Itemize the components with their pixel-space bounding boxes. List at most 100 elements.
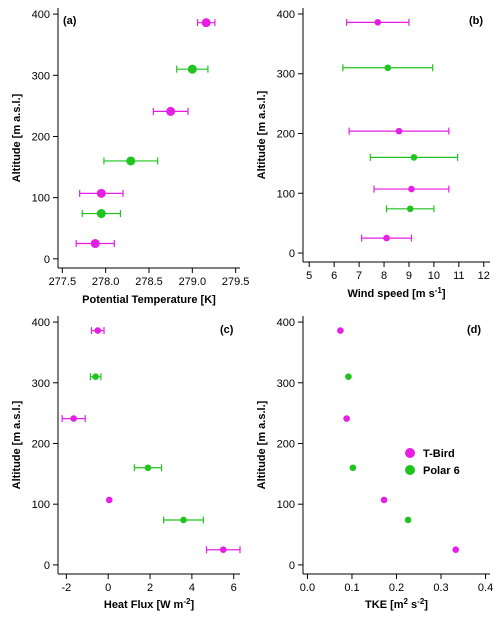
x-axis-label: Potential Temperature [K] — [82, 294, 216, 306]
x-axis-label-end: ] — [190, 599, 194, 611]
panel-0: 277.5 278.0 278.5 279.0 279.5 0 100 200 300 400 (a… — [11, 8, 249, 306]
x-axis-label-text: Wind speed [m s — [347, 288, 434, 300]
point-polar-6 — [180, 516, 187, 524]
point-polar-6 — [92, 373, 99, 381]
point-t-bird — [374, 19, 382, 26]
y-axis-label: Altitude [m a.s.l.] — [11, 93, 23, 182]
panel-1: 5 6 7 8 9 10 11 12 0 100 200 300 400 (b) Altitude [m a… — [256, 8, 490, 300]
panel-label: (a) — [63, 15, 77, 27]
y-tick-label: 0 — [44, 560, 50, 572]
x-tick-label: 10 — [428, 270, 440, 282]
point-t-bird — [395, 127, 403, 135]
point-polar-6 — [410, 154, 418, 161]
point-t-bird — [166, 106, 176, 116]
y-tick-label: 100 — [277, 188, 295, 200]
y-tick-label: 0 — [44, 254, 50, 266]
point-t-bird — [343, 415, 350, 422]
point-t-bird — [380, 496, 388, 504]
y-tick-label: 300 — [277, 69, 295, 81]
y-tick-label: 200 — [32, 438, 50, 450]
point-t-bird — [408, 185, 415, 193]
point-t-bird — [383, 234, 390, 242]
x-axis-label-end: ] — [442, 288, 446, 300]
point-t-bird — [219, 546, 227, 554]
y-tick-label: 200 — [277, 438, 295, 450]
panel-label: (b) — [469, 15, 483, 27]
x-tick-label: 8 — [381, 270, 387, 282]
x-tick-label: 0.3 — [433, 582, 448, 594]
y-tick-label: 300 — [32, 378, 50, 390]
legend-label-t-bird: T-Bird — [423, 448, 455, 460]
point-polar-6 — [406, 205, 414, 213]
y-tick-label: 200 — [277, 129, 295, 141]
y-tick-label: 300 — [32, 70, 50, 82]
x-tick-label: 278.5 — [135, 276, 163, 288]
y-tick-label: 400 — [277, 9, 295, 21]
point-polar-6 — [144, 464, 152, 472]
y-tick-label: 200 — [32, 131, 50, 143]
point-polar-6 — [384, 64, 392, 72]
x-tick-label: 0.4 — [478, 582, 493, 594]
point-t-bird — [70, 415, 77, 422]
point-t-bird — [201, 18, 211, 28]
y-tick-label: 100 — [277, 499, 295, 511]
point-t-bird — [337, 327, 344, 334]
point-t-bird — [94, 327, 102, 334]
x-tick-label: 5 — [306, 270, 312, 282]
x-axis-label-text: TKE [m — [365, 599, 404, 611]
x-tick-label: 0.1 — [344, 582, 359, 594]
panel-3: 0.0 0.1 0.2 0.3 0.4 0 100 200 300 400 (d) Altitude … — [256, 316, 493, 611]
x-axis-label-end: ] — [424, 599, 428, 611]
x-tick-label: 4 — [189, 582, 195, 594]
y-tick-label: 300 — [277, 378, 295, 390]
point-polar-6 — [126, 156, 136, 166]
x-tick-label: 279.0 — [179, 276, 207, 288]
y-axis-label: Altitude [m a.s.l.] — [11, 400, 23, 489]
point-t-bird — [96, 188, 106, 198]
point-polar-6 — [345, 373, 352, 381]
y-axis-label: Altitude [m a.s.l.] — [256, 90, 268, 179]
x-axis-label-sup: -1 — [435, 286, 443, 295]
panel-2: -2 0 2 4 6 0 100 200 300 400 (c) Altitude [m a.s.l.… — [11, 316, 241, 611]
y-tick-label: 0 — [289, 560, 295, 572]
x-axis-label: Heat Flux [W m-2] — [104, 597, 195, 611]
x-tick-label: 278.0 — [92, 276, 120, 288]
x-tick-label: 279.5 — [222, 276, 250, 288]
legend-marker-polar-6 — [405, 465, 415, 475]
x-axis-label-text: Potential Temperature [K] — [82, 294, 216, 306]
x-tick-label: 0.0 — [300, 582, 315, 594]
x-tick-label: 11 — [453, 270, 464, 282]
panel-label: (d) — [467, 324, 481, 336]
point-t-bird — [90, 239, 100, 249]
x-tick-label: 7 — [356, 270, 362, 282]
y-tick-label: 100 — [32, 499, 50, 511]
y-axis-label: Altitude [m a.s.l.] — [256, 400, 268, 489]
x-axis-label: TKE [m2 s-2] — [365, 597, 428, 611]
x-tick-label: 6 — [231, 582, 237, 594]
point-t-bird — [452, 546, 460, 554]
point-polar-6 — [96, 209, 106, 219]
x-axis-label-sup: -2 — [417, 597, 425, 606]
point-polar-6 — [187, 64, 197, 74]
x-tick-label: 0.2 — [389, 582, 404, 594]
panel-label: (c) — [220, 324, 234, 336]
x-tick-label: 0 — [105, 582, 111, 594]
x-axis-label-mid: s — [408, 599, 417, 611]
point-polar-6 — [404, 516, 412, 524]
point-polar-6 — [349, 464, 357, 472]
x-tick-label: 2 — [147, 582, 153, 594]
x-axis-label-text: Heat Flux [W m — [104, 599, 184, 611]
x-tick-label: 277.5 — [49, 276, 77, 288]
y-tick-label: 0 — [289, 248, 295, 260]
legend-marker-t-bird — [405, 448, 415, 458]
x-tick-label: 9 — [406, 270, 412, 282]
y-tick-label: 400 — [277, 317, 295, 329]
x-tick-label: -2 — [61, 582, 71, 594]
x-axis-label-sup: -2 — [183, 597, 191, 606]
y-tick-label: 400 — [32, 9, 50, 21]
legend: T-Bird Polar 6 — [405, 448, 460, 477]
y-tick-label: 100 — [32, 193, 50, 205]
x-axis-label: Wind speed [m s-1] — [347, 286, 445, 300]
x-tick-label: 6 — [331, 270, 337, 282]
